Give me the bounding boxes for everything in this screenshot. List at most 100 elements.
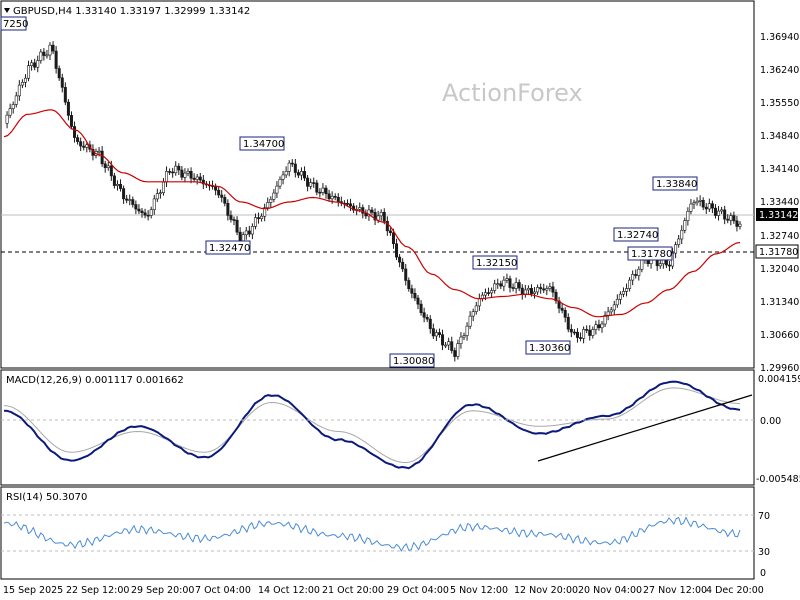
- price-candle: [223, 197, 227, 204]
- price-candle: [713, 207, 717, 216]
- price-tick: 1.30660: [760, 330, 799, 341]
- price-candle: [698, 200, 702, 202]
- price-candle: [618, 293, 622, 300]
- price-candle: [217, 189, 221, 196]
- x-tick: 22 Sep 12:00: [66, 585, 129, 596]
- price-candle: [391, 232, 395, 245]
- price-candle: [327, 193, 331, 200]
- price-candle: [514, 282, 518, 289]
- price-candle: [612, 304, 616, 311]
- macd-signal-line: [3, 387, 741, 464]
- annotation-1-30080: 1.30080: [389, 353, 435, 368]
- price-candle: [11, 104, 15, 109]
- price-candle: [146, 214, 150, 217]
- price-candle: [17, 84, 21, 97]
- price-candle: [462, 335, 466, 338]
- price-candle: [284, 171, 288, 176]
- price-tick: 1.34140: [760, 164, 799, 175]
- price-candle: [628, 279, 632, 289]
- price-candle: [588, 329, 592, 336]
- price-candle: [244, 230, 248, 236]
- price-candle: [119, 184, 123, 189]
- price-candle: [634, 274, 638, 276]
- annotation-1-30360: 1.30360: [525, 340, 571, 355]
- price-candle: [575, 331, 579, 338]
- x-tick: 7 Oct 04:00: [195, 585, 251, 596]
- x-tick: 29 Oct 04:00: [387, 585, 449, 596]
- price-candle: [303, 171, 307, 179]
- price-candle: [407, 280, 411, 289]
- annotation-box: [205, 240, 251, 255]
- annotation-1-32150: 1.32150: [472, 255, 518, 270]
- price-candle: [388, 230, 392, 234]
- price-tick: 1.32740: [760, 231, 799, 242]
- price-candle: [128, 199, 132, 201]
- price-candle: [57, 68, 61, 79]
- annotation-box: [652, 176, 698, 191]
- price-candle: [579, 337, 583, 339]
- price-candle: [422, 312, 426, 318]
- price-candle: [526, 287, 530, 291]
- price-candle: [269, 198, 273, 203]
- dropdown-triangle-icon[interactable]: [4, 8, 10, 13]
- price-candle: [517, 282, 521, 289]
- symbol-info: GBPUSD,H4 1.33140 1.33197 1.32999 1.3314…: [13, 6, 250, 17]
- price-candle: [631, 274, 635, 281]
- price-candle: [177, 165, 181, 171]
- price-candle: [437, 332, 441, 335]
- header-info: GBPUSD,H4 1.33140 1.33197 1.32999 1.3314…: [4, 6, 250, 17]
- price-candle: [122, 188, 126, 200]
- price-candle: [425, 316, 429, 320]
- price-candle: [198, 176, 202, 181]
- price-candle: [155, 193, 159, 200]
- macd-tick: 0.004159: [758, 374, 800, 385]
- price-candle: [471, 311, 475, 317]
- macd-tick: -0.005485: [756, 474, 800, 485]
- annotation-label: 1.32470: [209, 243, 250, 254]
- price-candle: [214, 186, 218, 191]
- price-candle: [560, 307, 564, 311]
- price-candle: [701, 200, 705, 208]
- price-candle: [257, 217, 261, 219]
- price-candle: [434, 332, 438, 337]
- price-candle: [192, 177, 196, 180]
- price-candle: [554, 291, 558, 302]
- price-candle: [508, 278, 512, 288]
- price-candle: [533, 291, 537, 294]
- price-candle: [483, 292, 487, 296]
- annotation-box: [472, 255, 518, 270]
- price-candle: [14, 95, 18, 105]
- annotation-box: [525, 340, 571, 355]
- price-candle: [275, 185, 279, 194]
- x-tick: 5 Nov 12:00: [450, 585, 508, 596]
- annotation-label: 1.30360: [529, 343, 570, 354]
- annotation-high: 7250: [0, 16, 28, 31]
- price-annotations: 7250 1.34700 1.32470 1.32150 1.30080 1.3…: [0, 16, 698, 368]
- price-candle: [563, 310, 567, 318]
- price-candle: [293, 163, 297, 173]
- price-candle: [152, 198, 156, 210]
- price-candle: [330, 195, 334, 200]
- rsi-tick: 30: [758, 547, 770, 558]
- price-candle: [27, 65, 31, 79]
- price-candle: [735, 220, 739, 227]
- price-candle: [168, 171, 172, 173]
- price-candle: [385, 220, 389, 232]
- price-candle: [23, 77, 27, 83]
- price-candle: [502, 279, 506, 287]
- price-candle: [349, 203, 353, 207]
- price-candle: [474, 305, 478, 312]
- price-candle: [82, 145, 86, 148]
- price-candle: [493, 283, 497, 291]
- price-candle: [189, 171, 193, 179]
- price-layer: [3, 41, 742, 362]
- price-candle: [125, 198, 129, 201]
- price-candle: [336, 196, 340, 202]
- current-price-value: 1.33142: [759, 210, 798, 221]
- price-candle: [263, 207, 267, 217]
- macd-tick: 0.00: [760, 416, 781, 427]
- price-candle: [637, 268, 641, 276]
- annotation-box: [389, 353, 435, 368]
- annotation-1-31780: 1.31780: [627, 246, 673, 261]
